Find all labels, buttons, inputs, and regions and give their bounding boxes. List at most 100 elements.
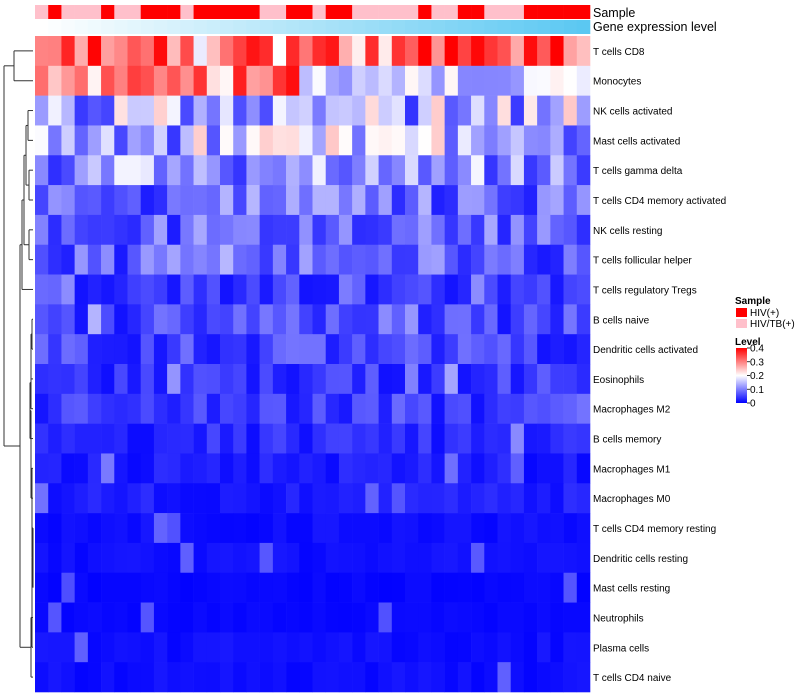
heatmap-cell xyxy=(74,334,89,365)
heatmap-cell xyxy=(167,393,181,424)
heatmap-cell xyxy=(497,483,512,514)
heatmap-cell xyxy=(378,185,393,216)
heatmap-cell xyxy=(405,662,419,693)
heatmap-cell xyxy=(457,214,472,246)
heatmap-cell xyxy=(325,274,340,305)
heatmap-cell xyxy=(418,304,432,335)
sample-annotation-cell xyxy=(180,5,194,19)
legend-tick-label: 0.2 xyxy=(750,371,764,382)
heatmap-cell xyxy=(299,334,313,365)
heatmap-cell xyxy=(550,483,564,514)
row-label: Macrophages M2 xyxy=(593,405,671,416)
heatmap-cell xyxy=(193,423,208,454)
heatmap-cell xyxy=(576,95,591,126)
heatmap-cell xyxy=(537,483,551,514)
heatmap-cell xyxy=(87,364,102,395)
heatmap-cell xyxy=(233,125,247,156)
heatmap-cell xyxy=(418,483,432,514)
heatmap-cell xyxy=(180,572,194,603)
heatmap-cell xyxy=(74,393,89,424)
heatmap-cell xyxy=(220,95,234,126)
heatmap-cell xyxy=(74,125,89,156)
sample-annotation-cell xyxy=(272,5,287,19)
heatmap-cell xyxy=(497,155,512,186)
gene-expression-annotation-cell xyxy=(352,20,366,34)
heatmap-cell xyxy=(61,423,75,454)
heatmap-cell xyxy=(431,632,445,663)
heatmap-cell xyxy=(87,304,102,335)
heatmap-cell xyxy=(153,602,168,633)
heatmap-cell xyxy=(523,274,538,305)
heatmap-cell xyxy=(497,423,512,454)
heatmap-cell xyxy=(576,304,591,335)
gene-expression-annotation-cell xyxy=(206,20,221,34)
heatmap-cell xyxy=(352,125,366,156)
heatmap-cell xyxy=(576,513,591,544)
heatmap-cell xyxy=(272,125,287,156)
heatmap-cell xyxy=(259,662,274,693)
heatmap-cell xyxy=(391,423,406,454)
row-label: NK cells resting xyxy=(593,226,662,237)
heatmap-cell xyxy=(563,632,578,663)
heatmap-cell xyxy=(206,155,221,186)
heatmap-cell xyxy=(312,95,327,126)
heatmap-cell xyxy=(35,95,49,126)
heatmap-cell xyxy=(259,632,274,663)
heatmap-cell xyxy=(272,274,287,305)
heatmap-cell xyxy=(391,244,406,275)
heatmap-cell xyxy=(114,185,128,216)
heatmap-cell xyxy=(180,36,194,67)
heatmap-cell xyxy=(35,36,49,67)
heatmap-cell xyxy=(246,364,260,395)
heatmap-cell xyxy=(101,65,115,96)
heatmap-cell xyxy=(338,572,353,603)
heatmap-cell xyxy=(510,662,525,693)
heatmap-cell xyxy=(338,214,353,246)
heatmap-cell xyxy=(180,304,194,335)
heatmap-cell xyxy=(259,364,274,395)
sample-annotation-cell xyxy=(391,5,406,19)
heatmap-cell xyxy=(153,125,168,156)
gene-expression-annotation-cell xyxy=(312,20,327,34)
heatmap-cell xyxy=(193,572,208,603)
column-annotations xyxy=(35,5,591,34)
heatmap-cell xyxy=(61,393,75,424)
heatmap-cell xyxy=(233,662,247,693)
heatmap-cell xyxy=(61,274,75,305)
heatmap-cell xyxy=(444,602,459,633)
heatmap-cell xyxy=(325,393,340,424)
heatmap-cell xyxy=(510,95,525,126)
heatmap-cell xyxy=(471,155,485,186)
heatmap-cell xyxy=(563,36,578,67)
heatmap-cell xyxy=(167,274,181,305)
heatmap-cell xyxy=(167,632,181,663)
heatmap-cell xyxy=(259,36,274,67)
sample-annotation-cell xyxy=(576,5,591,19)
heatmap-cell xyxy=(167,423,181,454)
heatmap-cell xyxy=(259,542,274,574)
heatmap-cell xyxy=(140,334,155,365)
heatmap-cell xyxy=(352,393,366,424)
heatmap-cell xyxy=(259,304,274,335)
heatmap-cell xyxy=(286,602,300,633)
row-label: Macrophages M1 xyxy=(593,464,671,475)
heatmap-cell xyxy=(471,483,485,514)
heatmap-cell xyxy=(87,36,102,67)
sample-annotation-cell xyxy=(101,5,115,19)
heatmap-cell xyxy=(140,513,155,544)
heatmap-cell xyxy=(378,453,393,484)
heatmap-cell xyxy=(444,125,459,156)
heatmap-cell xyxy=(272,542,287,574)
heatmap-cell xyxy=(246,542,260,574)
heatmap-cell xyxy=(365,632,379,663)
heatmap-cell xyxy=(457,453,472,484)
row-label: B cells memory xyxy=(593,435,661,446)
heatmap-cell xyxy=(259,334,274,365)
heatmap-cell xyxy=(325,423,340,454)
heatmap-cell xyxy=(471,214,485,246)
heatmap-cell xyxy=(484,274,498,305)
heatmap-cell xyxy=(193,513,208,544)
heatmap-cell xyxy=(418,364,432,395)
heatmap-cell xyxy=(206,214,221,246)
gene-expression-annotation-cell xyxy=(140,20,155,34)
